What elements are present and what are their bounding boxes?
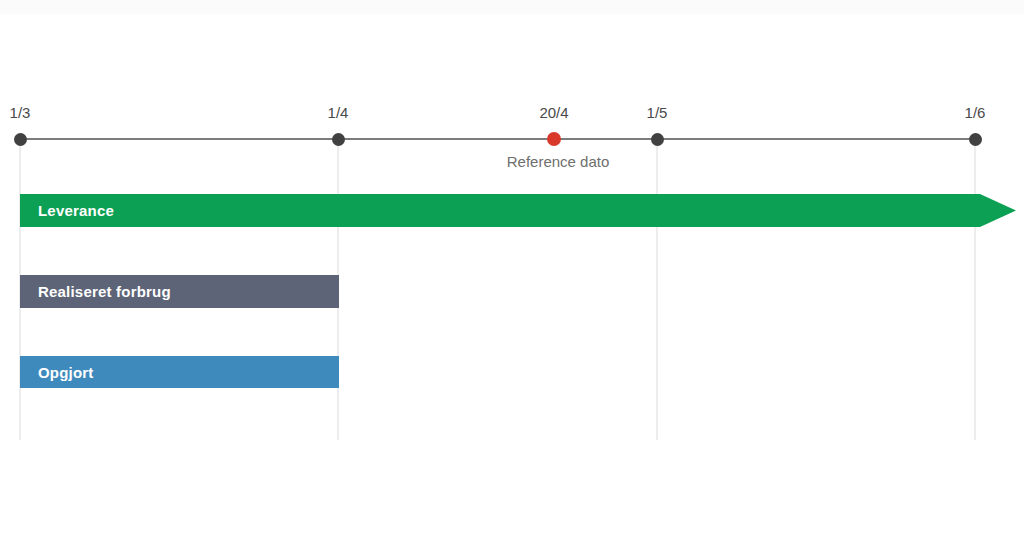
axis-tick-label-1-3: 1/3 bbox=[0, 104, 60, 122]
axis-tick-label-1-4: 1/4 bbox=[298, 104, 378, 122]
gridline bbox=[974, 140, 976, 440]
timeline-chart: 1/3 1/4 20/4 Reference dato 1/5 1/6 Leverance… bbox=[0, 0, 1024, 546]
reference-date-dot bbox=[547, 132, 561, 146]
axis-tick-dot bbox=[969, 133, 982, 146]
timeline-bar-opgjort: Opgjort bbox=[20, 356, 339, 388]
axis-tick-label-1-6: 1/6 bbox=[935, 104, 1015, 122]
bar-label-opgjort: Opgjort bbox=[20, 364, 94, 381]
axis-tick-label-1-5: 1/5 bbox=[617, 104, 697, 122]
gridline bbox=[656, 140, 658, 440]
axis-tick-dot bbox=[14, 133, 27, 146]
timeline-bar-leverance: Leverance bbox=[20, 194, 1016, 227]
bar-label-leverance: Leverance bbox=[20, 202, 114, 219]
top-band bbox=[0, 0, 1024, 14]
axis-tick-dot bbox=[651, 133, 664, 146]
reference-date-annotation: Reference dato bbox=[462, 153, 654, 171]
axis-tick-dot bbox=[332, 133, 345, 146]
timeline-bar-realiseret-forbrug: Realiseret forbrug bbox=[20, 275, 339, 308]
timeline-axis-line bbox=[20, 138, 975, 140]
bar-label-realiseret-forbrug: Realiseret forbrug bbox=[20, 283, 171, 300]
axis-tick-label-20-4: 20/4 bbox=[514, 104, 594, 122]
